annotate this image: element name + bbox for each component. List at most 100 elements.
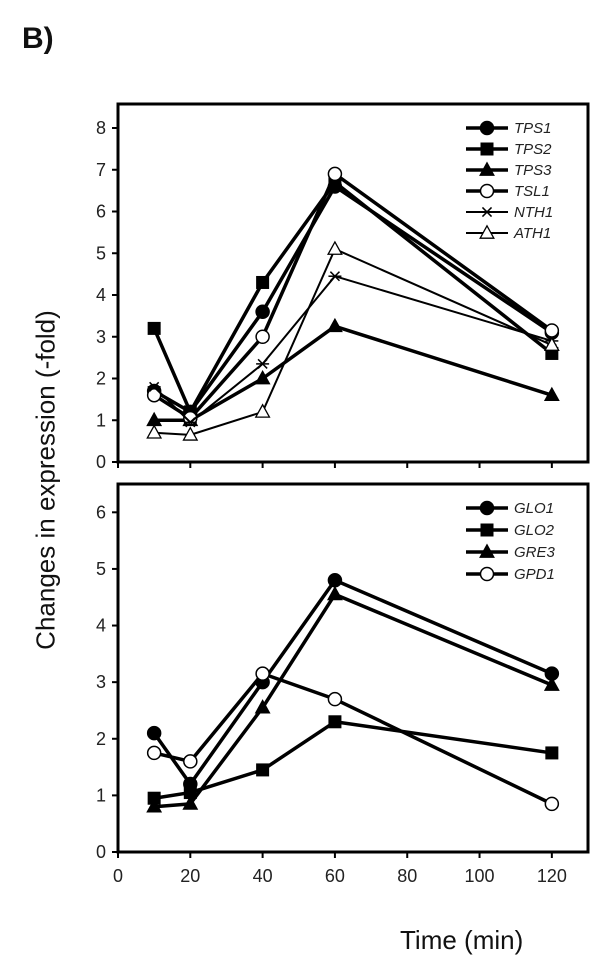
x-tick-label: 100	[465, 866, 495, 886]
data-point-tps2	[147, 321, 161, 335]
chart-panel-top: 0 1 2 3 4 5 6 7 8 TPS1 TPS2 TPS3 TSL1 NTH1 ATH1	[96, 102, 590, 472]
legend-label: GLO2	[514, 522, 555, 539]
y-tick-label: 2	[96, 369, 106, 389]
legend-entry-glo2: GLO2	[466, 522, 555, 539]
data-point-gre3	[146, 798, 163, 813]
legend-label: TPS3	[514, 162, 552, 179]
legend-entry-gpd1: GPD1	[466, 566, 555, 583]
legend-marker	[480, 523, 494, 537]
data-point-gre3	[543, 676, 560, 691]
data-point-glo2	[256, 763, 270, 777]
y-tick-label: 5	[96, 243, 106, 263]
legend-entry-tps3: TPS3	[466, 161, 552, 179]
data-point-tps3	[543, 386, 560, 402]
legend-label: TPS2	[514, 141, 552, 158]
series-ath1	[146, 240, 560, 441]
y-tick-label: 6	[96, 202, 106, 222]
y-tick-label: 3	[96, 327, 106, 347]
y-tick-label: 5	[96, 559, 106, 579]
legend-label: GRE3	[514, 544, 556, 561]
y-tick-label: 4	[96, 616, 106, 636]
legend-entry-tps2: TPS2	[466, 141, 552, 158]
x-tick-label: 40	[253, 866, 273, 886]
data-point-glo2	[328, 715, 342, 729]
data-point-gre3	[182, 795, 199, 810]
series-glo1	[146, 572, 560, 792]
legend-entry-tsl1: TSL1	[466, 183, 550, 200]
y-axis-label: Changes in expression (-fold)	[30, 310, 61, 650]
y-tick-label: 1	[96, 785, 106, 805]
legend-entry-ath1: ATH1	[466, 224, 551, 242]
legend-marker	[480, 142, 494, 156]
legend-label: ATH1	[513, 225, 551, 242]
series-gre3	[146, 585, 560, 813]
data-point-gre3	[326, 585, 343, 601]
legend-marker	[479, 566, 495, 582]
x-tick-label: 60	[325, 866, 345, 886]
legend-label: NTH1	[514, 204, 553, 221]
legend-marker	[479, 543, 495, 558]
y-tick-label: 0	[96, 452, 106, 472]
data-point-tps3	[254, 370, 271, 385]
data-point-glo1	[146, 725, 162, 741]
data-point-gpd1	[146, 745, 162, 761]
plot-frame	[116, 102, 590, 464]
x-tick-label: 0	[113, 866, 123, 886]
y-tick-label: 3	[96, 672, 106, 692]
data-point-glo1	[327, 572, 343, 588]
legend-marker	[480, 206, 494, 218]
legend-marker	[479, 183, 495, 199]
plot-frame	[116, 482, 590, 854]
data-point-tsl1	[544, 323, 560, 338]
data-point-nth1	[183, 417, 197, 428]
data-point-ath1	[543, 336, 560, 351]
data-point-tps3	[326, 317, 343, 333]
legend-label: GPD1	[514, 566, 555, 583]
legend-marker	[479, 120, 495, 136]
data-point-nth1	[328, 271, 342, 282]
x-tick-label: 120	[537, 866, 567, 886]
y-tick-label: 1	[96, 410, 106, 430]
data-point-nth1	[147, 381, 161, 392]
legend-marker	[479, 500, 495, 516]
y-tick-label: 6	[96, 502, 106, 522]
data-point-ath1	[326, 240, 343, 255]
data-point-ath1	[254, 403, 271, 418]
data-point-gpd1	[183, 754, 198, 769]
y-tick-label: 4	[96, 285, 106, 305]
data-point-tsl1	[255, 329, 270, 344]
y-tick-label: 0	[96, 842, 106, 862]
data-point-tsl1	[146, 387, 162, 403]
data-point-nth1	[256, 358, 270, 369]
data-point-tps2	[256, 275, 270, 289]
series-line-glo1	[152, 578, 553, 786]
data-point-gpd1	[544, 796, 560, 812]
legend-label: GLO1	[514, 500, 554, 517]
series-tps1	[146, 179, 560, 420]
data-point-ath1	[146, 424, 163, 439]
y-tick-label: 7	[96, 160, 106, 180]
y-tick-label: 2	[96, 729, 106, 749]
legend-entry-nth1: NTH1	[466, 204, 553, 221]
series-gpd1	[146, 666, 560, 812]
x-tick-label: 80	[397, 866, 417, 886]
legend-marker	[479, 224, 495, 239]
legend-label: TSL1	[514, 183, 550, 200]
data-point-gre3	[254, 699, 271, 714]
data-point-glo2	[183, 786, 197, 800]
series-line-nth1	[153, 275, 553, 424]
data-point-gpd1	[255, 666, 270, 681]
data-point-tps1	[255, 304, 270, 319]
x-axis-label: Time (min)	[400, 925, 524, 955]
data-point-ath1	[182, 426, 199, 441]
legend-marker	[479, 161, 495, 176]
legend-entry-tps1: TPS1	[466, 120, 552, 137]
data-point-tsl1	[327, 166, 343, 182]
series-tps3	[146, 317, 560, 427]
legend-entry-gre3: GRE3	[466, 543, 556, 561]
y-tick-label: 8	[96, 118, 106, 138]
legend-label: TPS1	[514, 120, 552, 137]
legend-entry-glo1: GLO1	[466, 500, 554, 517]
